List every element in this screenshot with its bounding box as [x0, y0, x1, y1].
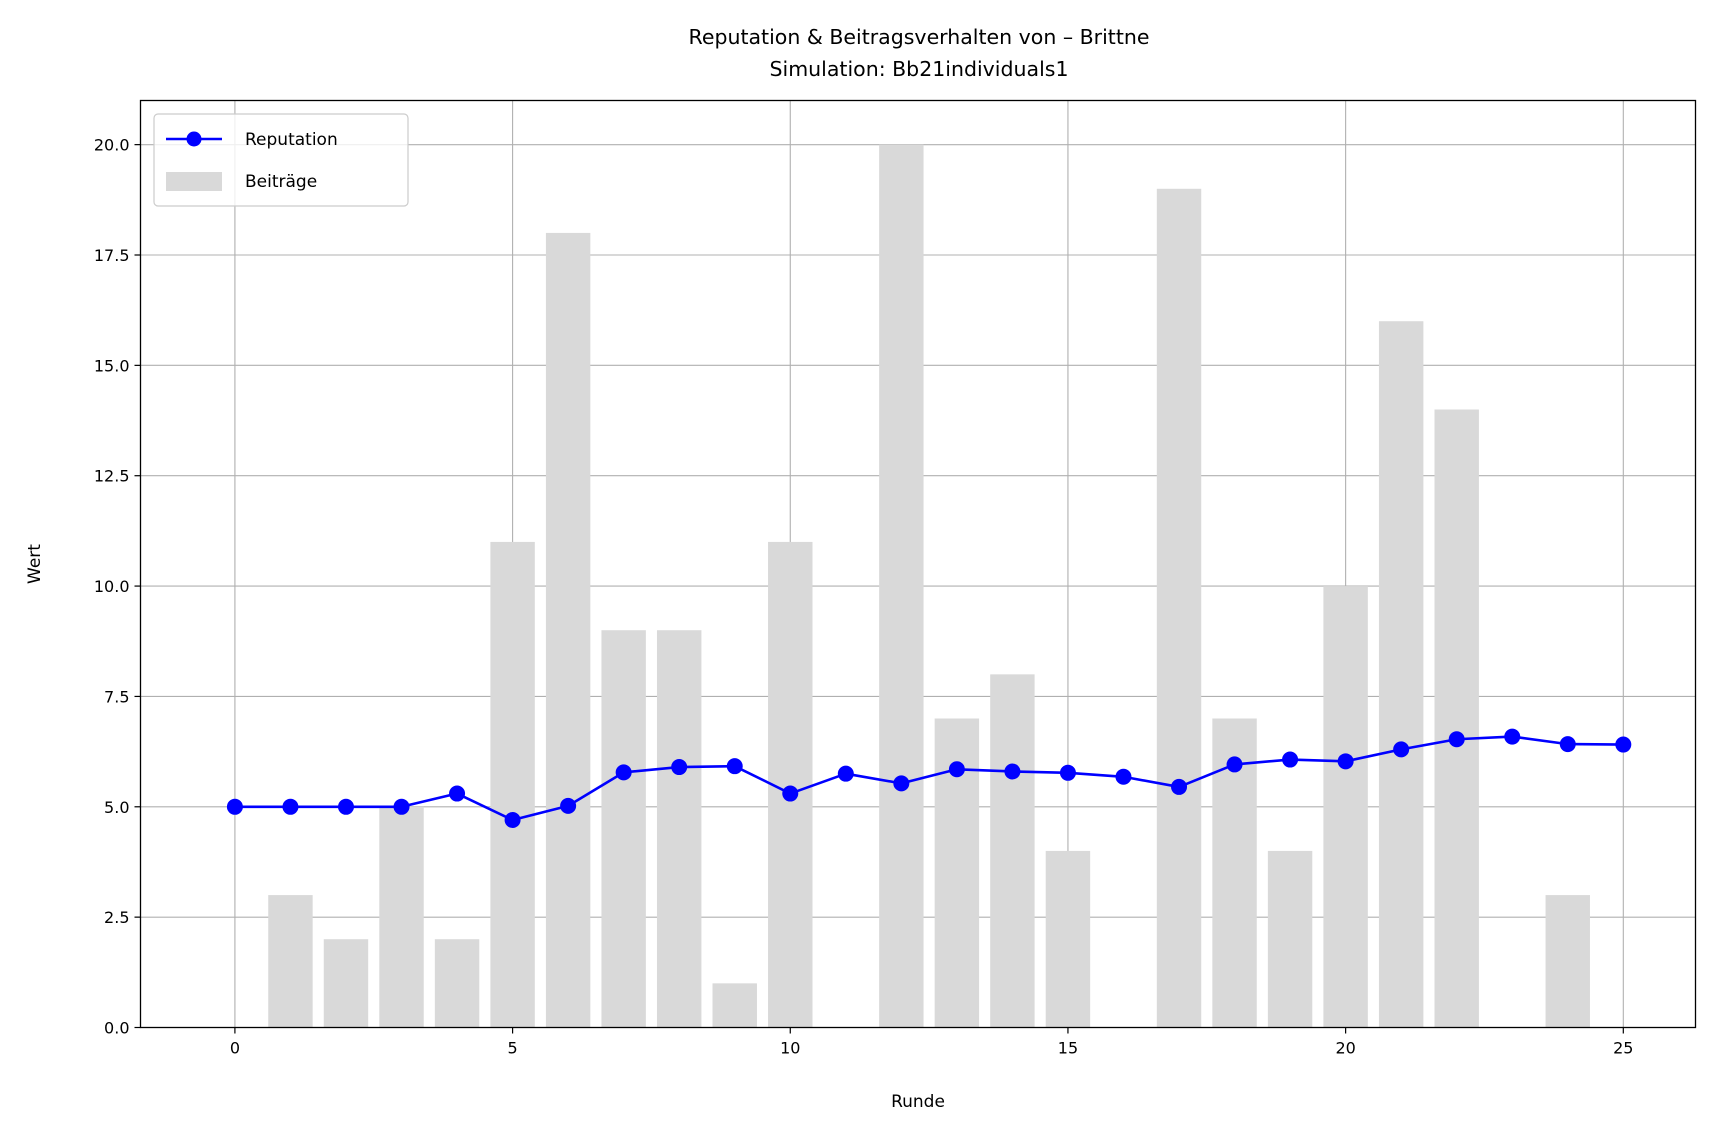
reputation-point-14	[1004, 763, 1021, 780]
bar-round-20	[1323, 586, 1368, 1028]
y-tick-label: 15.0	[94, 356, 130, 375]
reputation-point-7	[615, 764, 632, 781]
y-tick-label: 20.0	[94, 136, 130, 155]
bar-round-1	[268, 895, 313, 1028]
bar-round-7	[601, 630, 646, 1028]
contribution-bars	[268, 144, 1590, 1028]
reputation-point-15	[1059, 764, 1076, 781]
bar-round-3	[379, 806, 424, 1028]
bar-round-12	[879, 144, 924, 1028]
reputation-series	[226, 728, 1632, 829]
bar-round-19	[1267, 850, 1313, 1028]
reputation-point-11	[837, 765, 854, 782]
y-tick-label: 12.5	[94, 467, 130, 486]
y-tick-label: 0.0	[104, 1019, 129, 1038]
legend-frame	[153, 113, 409, 207]
reputation-point-10	[782, 785, 799, 802]
bar-round-4	[434, 939, 480, 1028]
y-axis-ticks: 0.0 2.5 5.0 7.5 10.0 12.5 15.0 17.5 20.0	[94, 136, 141, 1038]
reputation-point-8	[671, 759, 688, 776]
chart-title: Reputation & Beitragsverhalten von – Bri…	[689, 25, 1150, 49]
reputation-point-16	[1115, 768, 1132, 785]
bar-round-14	[990, 674, 1035, 1028]
y-tick-label: 2.5	[104, 908, 129, 927]
x-axis-ticks: 0 5 10 15 20 25	[230, 1027, 1633, 1058]
reputation-point-4	[449, 785, 466, 802]
y-axis-label: Wert	[25, 544, 45, 584]
reputation-line	[234, 735, 1624, 822]
bar-round-5	[490, 541, 535, 1028]
reputation-point-3	[393, 798, 410, 815]
legend-reputation-marker	[186, 131, 202, 147]
bar-round-17	[1156, 188, 1202, 1028]
x-tick-label: 25	[1613, 1039, 1633, 1058]
legend: Reputation Beiträge	[153, 113, 409, 207]
y-tick-label: 7.5	[104, 687, 129, 706]
bar-round-10	[768, 541, 813, 1028]
reputation-point-25	[1615, 736, 1632, 753]
x-tick-label: 0	[230, 1039, 240, 1058]
bar-round-6	[545, 232, 591, 1028]
reputation-point-17	[1171, 778, 1188, 795]
bar-round-9	[712, 983, 757, 1028]
x-tick-label: 20	[1335, 1039, 1355, 1058]
reputation-point-22	[1448, 731, 1465, 748]
legend-reputation-label: Reputation	[245, 130, 338, 150]
x-tick-label: 10	[780, 1039, 800, 1058]
reputation-point-6	[560, 797, 577, 814]
y-tick-label: 10.0	[94, 577, 130, 596]
x-axis-label: Runde	[891, 1092, 945, 1112]
reputation-point-9	[726, 758, 743, 775]
reputation-point-1	[282, 798, 299, 815]
reputation-point-18	[1226, 756, 1243, 773]
x-tick-label: 5	[507, 1039, 517, 1058]
plot-frame	[139, 99, 1697, 1029]
bar-round-2	[323, 939, 369, 1028]
chart-subtitle: Simulation: Bb21individuals1	[770, 57, 1069, 81]
reputation-point-24	[1559, 736, 1576, 753]
legend-contributions-swatch	[166, 172, 222, 191]
bar-round-15	[1045, 850, 1091, 1028]
reputation-point-19	[1282, 751, 1299, 768]
reputation-point-2	[337, 798, 354, 815]
reputation-point-13	[948, 761, 965, 778]
reputation-point-5	[504, 812, 521, 829]
reputation-point-20	[1337, 753, 1354, 770]
bar-round-22	[1434, 409, 1479, 1028]
legend-contributions-label: Beiträge	[245, 172, 317, 192]
reputation-point-12	[893, 775, 910, 792]
bar-round-8	[656, 630, 702, 1028]
bar-round-24	[1545, 895, 1590, 1028]
y-tick-label: 17.5	[94, 246, 130, 265]
y-tick-label: 5.0	[104, 798, 129, 817]
bar-round-21	[1378, 321, 1424, 1028]
x-tick-label: 15	[1058, 1039, 1078, 1058]
reputation-point-0	[226, 798, 243, 815]
reputation-point-23	[1504, 728, 1521, 745]
reputation-point-21	[1393, 741, 1410, 758]
